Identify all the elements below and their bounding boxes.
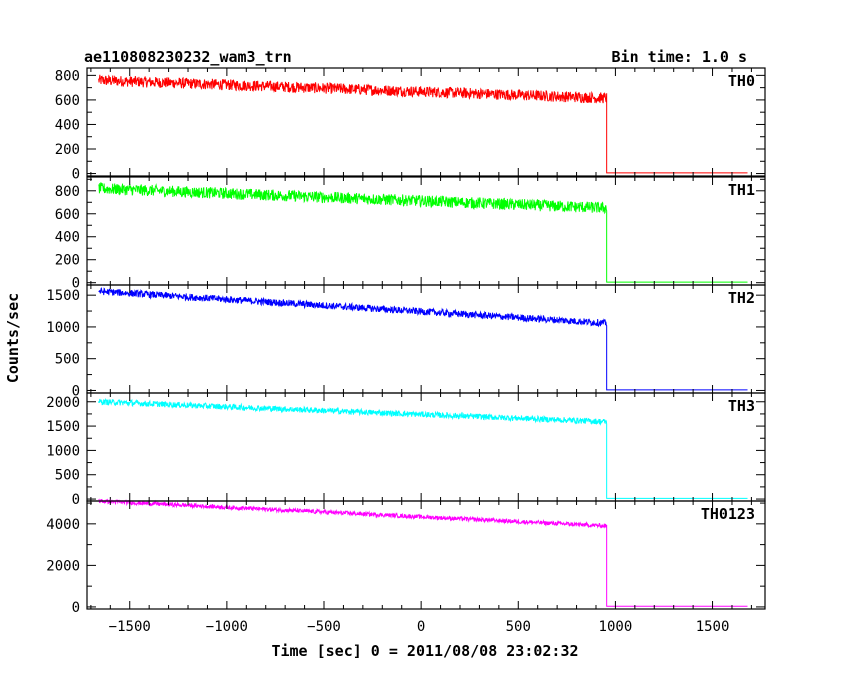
x-tick-label: 1500 (696, 619, 730, 635)
y-tick-label: 0 (72, 276, 80, 292)
y-tick-label: 600 (55, 93, 80, 109)
panel-th2: 0 500 1000 1500 TH2 (46, 284, 766, 399)
y-tick-label: 0 (72, 167, 80, 183)
series-line-th0123 (98, 498, 748, 607)
panels-group: 0 200 400 600 800 TH0 0 200 400 600 800 TH1 0 500 1000… (46, 67, 766, 616)
x-tick-label: 1000 (599, 619, 633, 635)
panel-frame (86, 392, 766, 502)
y-tick-label: 400 (55, 117, 80, 133)
x-tick-label: 500 (506, 619, 531, 635)
x-axis-label: Time [sec] 0 = 2011/08/08 23:02:32 (271, 642, 578, 660)
x-tick-label: −1000 (206, 619, 248, 635)
y-tick-label: 500 (55, 352, 80, 368)
panel-th0: 0 200 400 600 800 TH0 (55, 67, 766, 183)
x-tick-label: −500 (307, 619, 341, 635)
y-tick-label: 800 (55, 184, 80, 200)
y-tick-label: 200 (55, 253, 80, 269)
panel-name-label: TH2 (728, 289, 755, 307)
y-tick-label: 200 (55, 142, 80, 158)
y-tick-label: 500 (55, 468, 80, 484)
series-line-th3 (98, 397, 748, 499)
x-tick-label: 0 (417, 619, 425, 635)
y-tick-label: 1000 (46, 443, 80, 459)
panel-frame (86, 284, 766, 394)
chart-title: ae110808230232_wam3_trn (84, 48, 292, 66)
y-tick-label: 0 (72, 600, 80, 616)
panel-name-label: TH3 (728, 397, 755, 415)
y-tick-label: 800 (55, 68, 80, 84)
y-tick-label: 1500 (46, 419, 80, 435)
panel-name-label: TH0 (728, 72, 755, 90)
y-tick-label: 4000 (46, 517, 80, 533)
panel-frame (86, 500, 766, 610)
y-tick-label: 600 (55, 207, 80, 223)
panel-frame (86, 67, 766, 177)
series-line-th1 (98, 181, 748, 283)
y-tick-label: 1500 (46, 288, 80, 304)
y-tick-label: 0 (72, 383, 80, 399)
panel-name-label: TH0123 (701, 505, 755, 523)
panel-th0123: 0 2000 4000 TH0123 (46, 498, 766, 616)
panel-name-label: TH1 (728, 181, 755, 199)
y-tick-label: 0 (72, 492, 80, 508)
x-tick-label: −1500 (109, 619, 151, 635)
y-tick-label: 400 (55, 230, 80, 246)
y-tick-label: 2000 (46, 395, 80, 411)
series-line-th0 (98, 74, 748, 174)
y-axis-label: Counts/sec (4, 293, 22, 383)
x-axis: −1500 −1000 −500 0 500 1000 1500 (109, 619, 730, 635)
bin-time-label: Bin time: 1.0 s (612, 48, 747, 66)
panel-th3: 0 500 1000 1500 2000 TH3 (46, 392, 766, 508)
y-tick-label: 2000 (46, 558, 80, 574)
y-tick-label: 1000 (46, 320, 80, 336)
panel-th1: 0 200 400 600 800 TH1 (55, 176, 766, 292)
series-line-th2 (98, 287, 748, 391)
